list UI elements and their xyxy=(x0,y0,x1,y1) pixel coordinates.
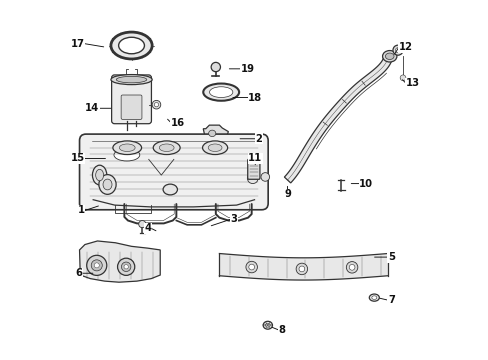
Ellipse shape xyxy=(111,75,152,85)
Ellipse shape xyxy=(203,84,239,101)
Text: 13: 13 xyxy=(405,78,419,88)
Ellipse shape xyxy=(114,149,140,161)
Ellipse shape xyxy=(153,141,180,154)
Ellipse shape xyxy=(103,179,112,190)
Circle shape xyxy=(296,263,307,275)
Polygon shape xyxy=(80,241,160,282)
Ellipse shape xyxy=(368,294,379,301)
Circle shape xyxy=(298,266,304,272)
FancyBboxPatch shape xyxy=(111,75,151,124)
Text: 18: 18 xyxy=(247,93,262,103)
Ellipse shape xyxy=(263,321,272,329)
Ellipse shape xyxy=(382,50,396,62)
Circle shape xyxy=(399,75,405,81)
Ellipse shape xyxy=(119,37,144,54)
Ellipse shape xyxy=(208,144,222,152)
Ellipse shape xyxy=(107,145,146,164)
Circle shape xyxy=(139,221,145,228)
Circle shape xyxy=(91,260,102,271)
Text: 12: 12 xyxy=(398,42,412,52)
Ellipse shape xyxy=(96,169,103,181)
Ellipse shape xyxy=(111,32,152,59)
Circle shape xyxy=(248,264,254,270)
Polygon shape xyxy=(203,125,228,140)
Text: 2: 2 xyxy=(255,134,262,144)
Text: 14: 14 xyxy=(85,103,99,113)
Circle shape xyxy=(245,261,257,273)
Ellipse shape xyxy=(208,130,215,136)
Polygon shape xyxy=(284,57,391,183)
Text: 7: 7 xyxy=(387,295,394,305)
Circle shape xyxy=(86,255,106,275)
Ellipse shape xyxy=(92,165,106,185)
Circle shape xyxy=(94,263,99,268)
Circle shape xyxy=(211,62,220,72)
Ellipse shape xyxy=(116,76,146,83)
FancyBboxPatch shape xyxy=(247,159,260,179)
Circle shape xyxy=(121,262,131,271)
Text: 3: 3 xyxy=(230,215,237,224)
Ellipse shape xyxy=(119,144,135,152)
Text: 4: 4 xyxy=(144,224,151,233)
Text: 6: 6 xyxy=(75,268,82,278)
FancyBboxPatch shape xyxy=(121,95,142,120)
Text: 1: 1 xyxy=(78,206,85,216)
Ellipse shape xyxy=(385,53,393,59)
Circle shape xyxy=(154,103,158,107)
Text: 10: 10 xyxy=(359,179,372,189)
Circle shape xyxy=(247,173,258,184)
Circle shape xyxy=(348,265,354,270)
Circle shape xyxy=(152,100,161,109)
Text: 19: 19 xyxy=(241,64,254,74)
Text: 8: 8 xyxy=(278,325,285,335)
Circle shape xyxy=(117,258,135,275)
Text: 16: 16 xyxy=(171,118,185,128)
Circle shape xyxy=(395,48,400,53)
Ellipse shape xyxy=(163,184,177,195)
Ellipse shape xyxy=(371,296,376,300)
Text: 9: 9 xyxy=(284,189,290,199)
Ellipse shape xyxy=(209,87,232,98)
Text: 5: 5 xyxy=(387,252,394,262)
Circle shape xyxy=(261,173,269,181)
Ellipse shape xyxy=(159,144,174,152)
Text: 11: 11 xyxy=(247,153,262,163)
Circle shape xyxy=(346,262,357,273)
Ellipse shape xyxy=(99,175,116,194)
Ellipse shape xyxy=(113,141,142,154)
Circle shape xyxy=(392,45,402,55)
Ellipse shape xyxy=(202,141,227,154)
FancyBboxPatch shape xyxy=(80,134,267,210)
Ellipse shape xyxy=(265,323,269,327)
Text: 17: 17 xyxy=(71,39,85,49)
Circle shape xyxy=(124,265,128,269)
Text: 15: 15 xyxy=(71,153,85,163)
